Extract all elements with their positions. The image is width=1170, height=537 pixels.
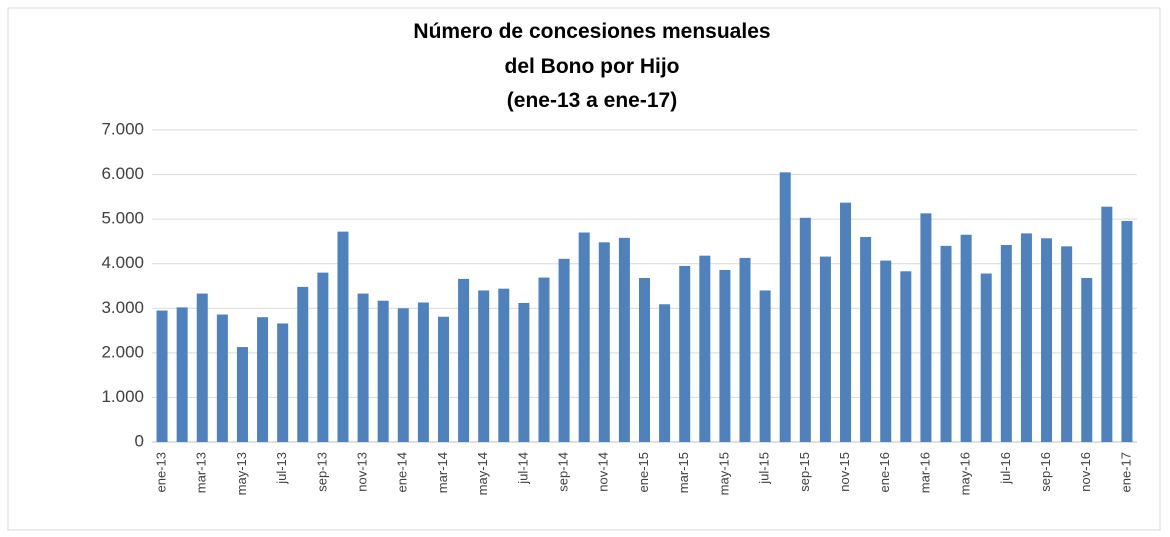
- bar: [257, 317, 269, 442]
- x-tick-label: may-15: [716, 452, 731, 495]
- bar: [940, 245, 952, 442]
- x-tick-label: mar-13: [194, 452, 209, 493]
- bar: [1121, 220, 1133, 442]
- bar: [799, 217, 811, 442]
- x-tick-label: may-14: [475, 452, 490, 495]
- x-tick-label: ene-15: [636, 452, 651, 492]
- bar: [277, 323, 289, 442]
- bar: [980, 273, 992, 442]
- bar: [739, 257, 751, 442]
- bar: [437, 316, 449, 442]
- bar: [236, 347, 248, 442]
- bar: [759, 290, 771, 442]
- x-tick-label: nov-14: [596, 452, 611, 492]
- bar: [819, 256, 831, 442]
- y-tick-label: 4.000: [101, 253, 144, 272]
- bar: [880, 260, 892, 442]
- x-tick-label: may-13: [234, 452, 249, 495]
- y-tick-label: 0: [135, 431, 144, 450]
- bar: [337, 231, 349, 442]
- x-tick-label: sep-14: [556, 452, 571, 492]
- x-tick-label: nov-13: [355, 452, 370, 492]
- bar: [397, 308, 409, 442]
- bar: [1020, 233, 1032, 442]
- bar: [196, 293, 208, 442]
- x-tick-label: ene-14: [395, 452, 410, 492]
- bar: [679, 265, 691, 442]
- bar: [498, 288, 510, 442]
- bar: [639, 277, 650, 442]
- bar: [1061, 246, 1073, 442]
- bar: [900, 271, 912, 442]
- bar: [176, 307, 188, 442]
- x-tick-label: jul-13: [274, 452, 289, 485]
- bar: [779, 172, 791, 443]
- bar: [518, 302, 530, 442]
- bar: [1101, 206, 1113, 442]
- y-tick-label: 2.000: [101, 342, 144, 361]
- bar: [1041, 238, 1053, 442]
- x-tick-label: nov-16: [1078, 452, 1093, 492]
- x-tick-label: ene-17: [1118, 452, 1133, 492]
- x-tick-label: may-16: [958, 452, 973, 495]
- x-tick-label: nov-15: [837, 452, 852, 492]
- x-tick-label: sep-16: [1038, 452, 1053, 492]
- bar: [558, 258, 570, 442]
- bar: [458, 278, 470, 442]
- x-tick-label: jul-15: [757, 452, 772, 485]
- bar: [377, 300, 389, 442]
- y-tick-label: 1.000: [101, 387, 144, 406]
- x-tick-label: sep-15: [797, 452, 812, 492]
- bar: [960, 234, 972, 442]
- bar: [659, 304, 671, 442]
- x-tick-label: mar-15: [676, 452, 691, 493]
- y-tick-label: 7.000: [101, 119, 144, 138]
- bar: [156, 310, 168, 442]
- x-tick-label: jul-16: [998, 452, 1013, 485]
- y-tick-label: 5.000: [101, 209, 144, 228]
- bar: [920, 213, 932, 442]
- x-tick-label: ene-13: [153, 452, 168, 492]
- bar: [719, 269, 731, 442]
- bar: [840, 202, 852, 442]
- chart-title: Número de concesiones mensuales: [413, 20, 770, 43]
- bar: [297, 286, 309, 442]
- x-tick-label: ene-16: [877, 452, 892, 492]
- y-tick-label: 6.000: [101, 164, 144, 183]
- x-tick-label: sep-13: [314, 452, 329, 492]
- bar: [417, 302, 429, 442]
- bar: [699, 255, 711, 442]
- bar: [1000, 244, 1012, 442]
- chart-title: (ene-13 a ene-17): [507, 89, 677, 112]
- bar: [357, 293, 369, 442]
- y-tick-label: 3.000: [101, 298, 144, 317]
- bar: [216, 314, 228, 442]
- bar: [860, 236, 872, 442]
- bar: [478, 290, 490, 442]
- bar: [618, 237, 630, 442]
- bar: [1081, 277, 1093, 442]
- bar: [317, 272, 329, 442]
- x-tick-label: mar-14: [435, 452, 450, 493]
- bar: [598, 242, 610, 442]
- bar: [578, 232, 590, 442]
- bar: [538, 277, 550, 442]
- x-tick-label: mar-16: [917, 452, 932, 493]
- chart-title: del Bono por Hijo: [505, 55, 680, 78]
- x-tick-label: jul-14: [515, 452, 530, 485]
